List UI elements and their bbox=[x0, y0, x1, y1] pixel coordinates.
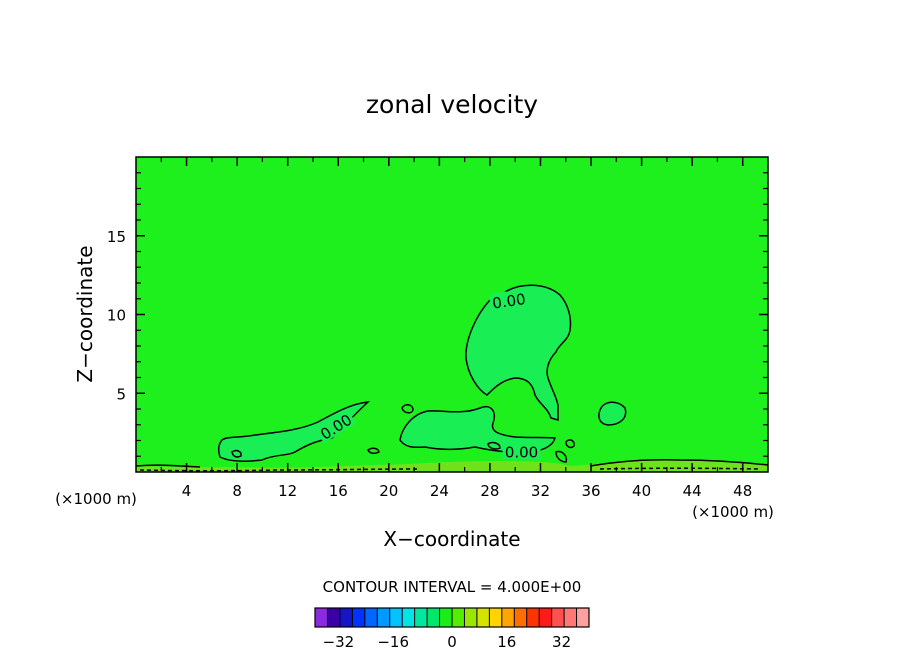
x-tick-label: 32 bbox=[531, 482, 550, 500]
plot-area: 0.000.000.00 bbox=[135, 156, 769, 473]
y-tick-label: 5 bbox=[116, 385, 126, 403]
colorbar-swatch bbox=[339, 608, 353, 627]
y-axis-title: Z−coordinate bbox=[73, 245, 97, 382]
contour-region-big-blob bbox=[465, 285, 571, 420]
contour-line-small-4 bbox=[555, 450, 568, 463]
colorbar-swatch bbox=[539, 608, 552, 627]
y-tick-label: 10 bbox=[107, 307, 126, 325]
colorbar-swatch bbox=[402, 608, 415, 627]
colorbar-swatch bbox=[501, 608, 515, 627]
colorbar-swatch bbox=[315, 608, 328, 627]
contour-label-text: 0.00 bbox=[491, 290, 527, 312]
x-tick-label: 16 bbox=[329, 482, 348, 500]
contour-line-surface bbox=[135, 459, 769, 468]
colorbar-frame bbox=[314, 607, 590, 628]
colorbar-swatch bbox=[414, 608, 428, 627]
contour-region-small-right bbox=[598, 402, 626, 425]
x-axis-title: X−coordinate bbox=[383, 527, 520, 551]
colorbar-swatch bbox=[352, 608, 366, 627]
x-tick-label: 24 bbox=[430, 482, 449, 500]
colorbar-tick-label: 16 bbox=[497, 633, 516, 651]
colorbar-swatch bbox=[526, 608, 540, 627]
contour-label: 0.00 bbox=[502, 442, 541, 462]
colorbar-swatch bbox=[327, 608, 341, 627]
colorbar-tick-label: −16 bbox=[377, 633, 409, 651]
colorbar-swatch bbox=[427, 608, 440, 627]
colorbar-swatch bbox=[389, 608, 403, 627]
colorbar-swatch bbox=[564, 608, 577, 627]
x-tick-label: 20 bbox=[379, 482, 398, 500]
contour-line-small-5 bbox=[367, 447, 380, 455]
colorbar-swatch bbox=[576, 608, 590, 627]
contour-line-small-1 bbox=[401, 404, 414, 414]
colorbar-swatch bbox=[364, 608, 378, 627]
x-tick-label: 36 bbox=[581, 482, 600, 500]
y-tick-label: 15 bbox=[107, 228, 126, 246]
x-tick-label: 44 bbox=[683, 482, 702, 500]
x-tick-label: 28 bbox=[480, 482, 499, 500]
contour-line-small-6 bbox=[231, 449, 242, 458]
colorbar-tick-label: 0 bbox=[447, 633, 457, 651]
contour-label-backdrop bbox=[502, 442, 541, 460]
contour-label-text: 0.00 bbox=[505, 444, 538, 462]
chart-title: zonal velocity bbox=[366, 90, 538, 119]
colorbar: −32 −16 0 16 32 bbox=[314, 607, 590, 651]
x-unit-label-left: (×1000 m) bbox=[55, 490, 137, 508]
contour-label-backdrop bbox=[314, 408, 357, 444]
contour-region-mid bbox=[400, 406, 555, 453]
contour-line-big-blob bbox=[465, 284, 572, 421]
contour-interval-text: CONTOUR INTERVAL = 4.000E+00 bbox=[323, 578, 582, 596]
colorbar-swatch bbox=[476, 608, 490, 627]
contour-label-backdrop bbox=[488, 288, 529, 311]
colorbar-tick-label: 32 bbox=[552, 633, 571, 651]
colorbar-swatch bbox=[551, 608, 565, 627]
x-unit-label-right: (×1000 m) bbox=[692, 503, 774, 521]
contour-line-small-3 bbox=[565, 439, 575, 449]
colorbar-swatch bbox=[439, 608, 453, 627]
x-tick-label: 12 bbox=[278, 482, 297, 500]
x-tick-label: 8 bbox=[232, 482, 242, 500]
colorbar-tick-label: −32 bbox=[323, 633, 355, 651]
x-tick-label: 48 bbox=[733, 482, 752, 500]
x-tick-label: 4 bbox=[182, 482, 192, 500]
contour-label: 0.00 bbox=[488, 288, 529, 313]
colorbar-swatch bbox=[514, 608, 528, 627]
contour-region-left bbox=[218, 402, 368, 462]
x-tick-label: 40 bbox=[632, 482, 651, 500]
contour-line-dashed bbox=[139, 467, 761, 472]
contour-line-mid bbox=[399, 406, 556, 453]
colorbar-swatch bbox=[377, 608, 391, 627]
contour-line-small-2 bbox=[487, 441, 501, 450]
contour-line-small-right bbox=[598, 401, 627, 426]
colorbar-swatch bbox=[452, 608, 465, 627]
colorbar-swatch bbox=[464, 608, 478, 627]
colorbar-swatch bbox=[489, 608, 503, 627]
